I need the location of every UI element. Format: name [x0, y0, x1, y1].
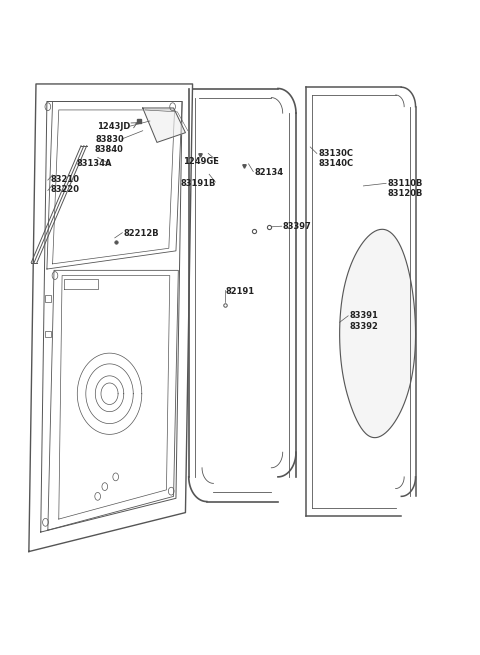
Text: 83830: 83830: [95, 135, 124, 143]
Text: 83392: 83392: [349, 322, 378, 331]
Text: 83220: 83220: [50, 185, 79, 195]
Polygon shape: [143, 108, 185, 142]
Text: 1249GE: 1249GE: [183, 157, 219, 166]
Bar: [45, 331, 51, 337]
Text: 82212B: 82212B: [124, 229, 159, 238]
Text: 83840: 83840: [95, 145, 124, 154]
Text: 83130C: 83130C: [318, 149, 353, 158]
Text: 82134: 82134: [254, 168, 283, 178]
Text: 83391: 83391: [349, 311, 378, 320]
Bar: [45, 295, 51, 301]
Text: 83110B: 83110B: [387, 179, 422, 188]
Text: 83397: 83397: [283, 222, 312, 231]
Polygon shape: [340, 229, 416, 438]
Text: 83191B: 83191B: [181, 179, 216, 188]
Text: 83134A: 83134A: [76, 159, 112, 168]
Text: 83210: 83210: [50, 175, 79, 184]
Text: 83140C: 83140C: [318, 159, 353, 168]
Text: 1243JD: 1243JD: [97, 122, 131, 130]
Text: 82191: 82191: [226, 288, 255, 296]
Text: 83120B: 83120B: [387, 189, 422, 198]
